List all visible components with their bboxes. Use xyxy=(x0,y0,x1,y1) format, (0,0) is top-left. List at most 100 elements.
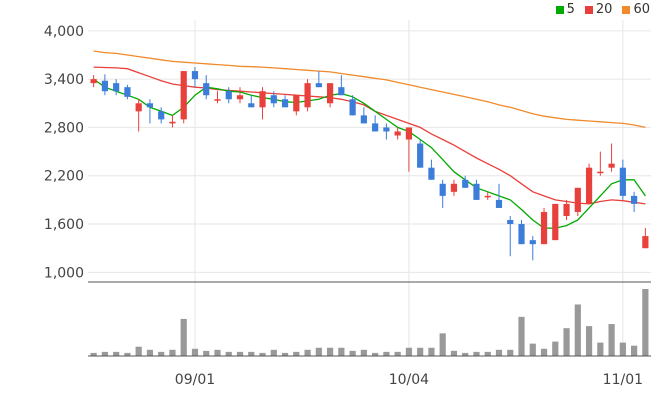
candle-body xyxy=(338,87,345,96)
candle-body xyxy=(428,167,435,180)
volume-bars xyxy=(90,289,649,356)
candlestick xyxy=(124,84,131,100)
x-tick-label: 09/01 xyxy=(175,372,215,388)
candle-body xyxy=(90,79,97,84)
candle-body xyxy=(315,83,322,88)
candlestick xyxy=(360,107,367,124)
candle-body xyxy=(372,123,379,132)
volume-bar xyxy=(507,349,514,356)
volume-bar xyxy=(203,350,210,356)
candle-body xyxy=(631,195,638,204)
candlestick xyxy=(101,74,108,96)
volume-bar xyxy=(158,351,165,356)
candle-body xyxy=(101,80,108,92)
candle-body xyxy=(529,240,536,245)
legend-item-ma60: 60 xyxy=(622,2,650,17)
volume-bar xyxy=(540,348,548,356)
volume-bar xyxy=(417,347,424,356)
volume-bar xyxy=(360,349,367,356)
candlestick xyxy=(135,99,142,132)
candlestick xyxy=(518,220,525,245)
volume-bar xyxy=(383,351,390,356)
candle-body xyxy=(473,183,480,200)
candlestick xyxy=(383,123,390,140)
volume-bar xyxy=(529,343,536,356)
candle-body xyxy=(642,236,649,249)
candlestick xyxy=(495,183,503,208)
candlestick xyxy=(507,215,514,257)
candlestick xyxy=(191,67,199,88)
volume-bar xyxy=(146,349,154,356)
volume-bar xyxy=(315,347,322,356)
candle-body xyxy=(383,127,390,132)
volume-bar xyxy=(552,341,559,356)
candlestick xyxy=(146,99,154,124)
ma60-line xyxy=(93,50,646,129)
candlestick xyxy=(563,199,570,221)
candlestick xyxy=(169,115,176,128)
volume-bar xyxy=(473,351,480,356)
candle-body xyxy=(248,103,255,108)
candlestick xyxy=(293,95,300,116)
candle-body xyxy=(113,83,120,92)
candlestick xyxy=(473,179,480,200)
candlestick xyxy=(428,159,435,180)
y-tick-label: 1,000 xyxy=(44,265,84,281)
candle-body xyxy=(360,115,367,124)
volume-bar xyxy=(113,351,120,356)
candlesticks xyxy=(90,67,649,261)
candle-body xyxy=(146,103,154,108)
volume-bar xyxy=(259,352,266,356)
candle-body xyxy=(608,163,615,168)
y-tick-label: 1,600 xyxy=(44,217,84,233)
volume-bar xyxy=(326,347,334,356)
volume-bar xyxy=(608,324,615,356)
candlestick xyxy=(417,139,424,168)
legend-label-ma20: 20 xyxy=(595,2,613,17)
candle-body xyxy=(540,211,548,245)
candle-body xyxy=(326,83,334,104)
candlestick xyxy=(450,179,458,196)
candlestick xyxy=(259,87,266,120)
candle-body xyxy=(405,127,413,140)
candlestick xyxy=(439,179,446,208)
candlestick xyxy=(113,79,120,96)
candlestick xyxy=(642,228,649,249)
legend-swatch-ma5 xyxy=(555,5,564,14)
y-tick-label: 4,000 xyxy=(44,24,84,40)
candle-body xyxy=(124,87,131,97)
candlestick xyxy=(326,83,334,108)
candle-body xyxy=(518,224,525,245)
candle-body xyxy=(225,91,232,100)
candlestick xyxy=(619,159,626,200)
volume-bar xyxy=(619,342,626,356)
candlestick xyxy=(540,207,548,245)
y-tick-label: 2,200 xyxy=(44,169,84,185)
candlestick xyxy=(529,236,536,261)
candle-body xyxy=(135,103,142,112)
moving-average-lines xyxy=(93,50,646,229)
volume-bar xyxy=(236,351,244,356)
x-tick-label: 10/04 xyxy=(389,372,429,388)
legend-swatch-ma60 xyxy=(622,5,631,14)
candle-body xyxy=(304,83,311,108)
candlestick xyxy=(462,175,469,188)
candle-body xyxy=(349,99,356,116)
volume-bar xyxy=(169,349,176,356)
legend: 5 20 60 xyxy=(555,2,650,17)
candle-body xyxy=(203,83,210,96)
candle-body xyxy=(191,71,199,80)
volume-bar xyxy=(518,316,525,356)
candlestick xyxy=(214,91,221,104)
legend-item-ma5: 5 xyxy=(555,2,575,17)
volume-bar xyxy=(293,351,300,356)
candle-body xyxy=(552,203,559,241)
candle-body xyxy=(293,95,300,112)
volume-bar xyxy=(428,347,435,356)
volume-bar xyxy=(450,350,458,356)
candlestick xyxy=(281,95,289,108)
candle-body xyxy=(180,71,187,120)
candle-body xyxy=(495,199,503,208)
candlestick xyxy=(338,75,345,96)
